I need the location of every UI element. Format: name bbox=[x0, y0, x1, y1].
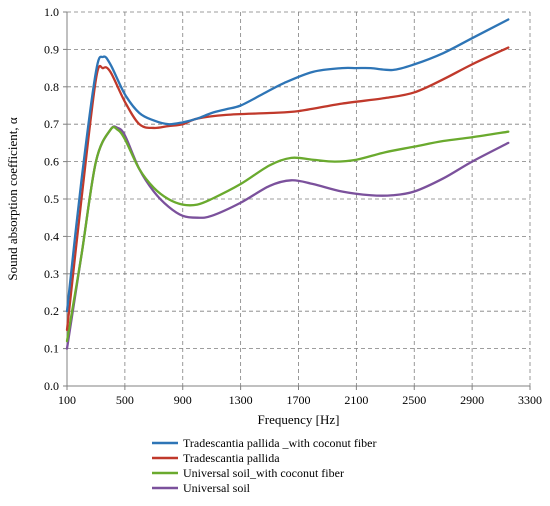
y-tick-label: 0.5 bbox=[44, 192, 59, 206]
legend-label-tradescantia-pallida-with-coconut-fiber: Tradescantia pallida _with coconut fiber bbox=[183, 436, 377, 450]
series-line-tradescantia-pallida bbox=[65, 46, 510, 332]
x-tick-label: 2100 bbox=[344, 393, 368, 407]
axes bbox=[63, 11, 531, 390]
x-tick-label: 500 bbox=[116, 393, 134, 407]
series-line-tradescantia-pallida-with-coconut-fiber bbox=[65, 18, 510, 313]
y-tick-label: 0.0 bbox=[44, 379, 59, 393]
y-tick-label: 0.3 bbox=[44, 267, 59, 281]
legend: Tradescantia pallida _with coconut fiber… bbox=[152, 436, 377, 495]
series-line-universal-soil-with-coconut-fiber bbox=[65, 125, 510, 343]
legend-label-universal-soil-with-coconut-fiber: Universal soil_with coconut fiber bbox=[183, 466, 344, 480]
series-lines bbox=[65, 18, 510, 350]
x-tick-label: 3300 bbox=[518, 393, 542, 407]
x-axis-title: Frequency [Hz] bbox=[258, 412, 340, 427]
y-axis-title: Sound absorption coefficient, α bbox=[5, 117, 20, 280]
y-tick-label: 0.6 bbox=[44, 155, 59, 169]
x-tick-label: 1700 bbox=[287, 393, 311, 407]
y-tick-label: 0.7 bbox=[44, 117, 59, 131]
y-tick-label: 1.0 bbox=[44, 5, 59, 19]
x-tick-label: 2500 bbox=[402, 393, 426, 407]
series-line-universal-soil bbox=[65, 125, 510, 350]
y-tick-label: 0.9 bbox=[44, 42, 59, 56]
grid bbox=[67, 11, 531, 386]
y-tick-label: 0.8 bbox=[44, 80, 59, 94]
legend-label-tradescantia-pallida: Tradescantia pallida bbox=[183, 451, 280, 465]
y-tick-label: 0.1 bbox=[44, 342, 59, 356]
tick-labels: 100 500 900 1300 1700 2100 2500 2900 3300 0.0 0.1 0… bbox=[44, 5, 542, 407]
x-tick-label: 900 bbox=[174, 393, 192, 407]
y-tick-label: 0.4 bbox=[44, 229, 59, 243]
y-tick-label: 0.2 bbox=[44, 304, 59, 318]
legend-label-universal-soil: Universal soil bbox=[183, 481, 251, 495]
x-tick-label: 2900 bbox=[460, 393, 484, 407]
x-tick-label: 1300 bbox=[229, 393, 253, 407]
x-tick-label: 100 bbox=[58, 393, 76, 407]
